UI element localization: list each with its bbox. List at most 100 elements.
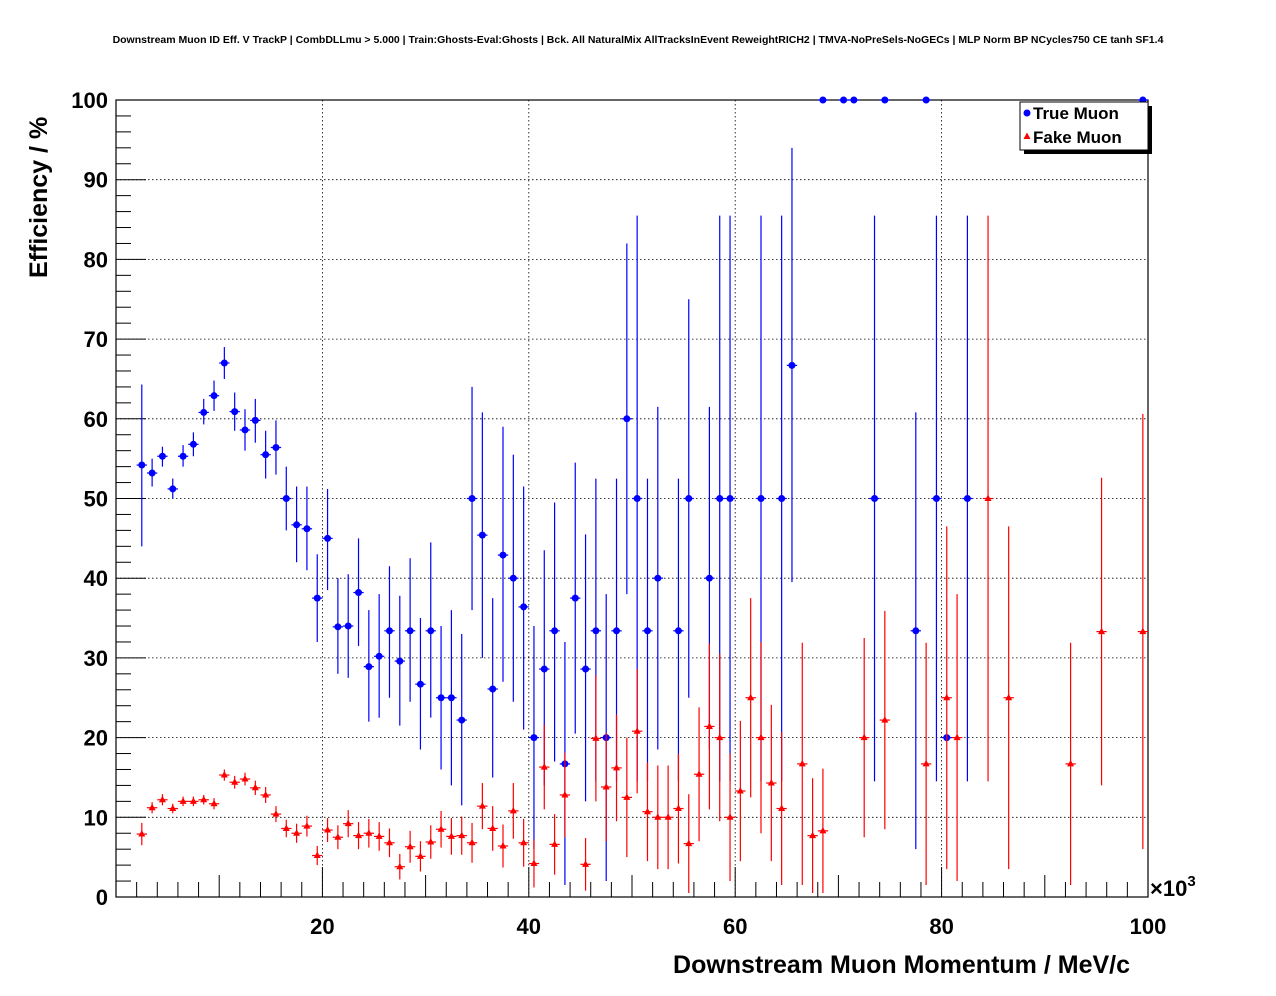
data-point	[334, 833, 342, 840]
legend-true-muon-label: True Muon	[1033, 104, 1119, 123]
data-point	[726, 495, 734, 502]
x-multiplier-label: ×103	[1150, 873, 1196, 901]
data-point	[468, 495, 476, 502]
data-point	[447, 694, 455, 702]
data-point	[1067, 759, 1075, 767]
data-point	[169, 485, 177, 493]
data-point	[406, 842, 414, 850]
x-tick-label: 100	[1130, 914, 1167, 939]
x-multiplier-base: ×10	[1150, 876, 1187, 901]
data-point	[303, 822, 311, 829]
data-point	[540, 763, 548, 770]
y-tick-label: 20	[84, 726, 108, 751]
data-point	[551, 840, 559, 847]
data-point	[324, 826, 332, 833]
data-point	[251, 416, 259, 424]
data-point	[158, 795, 166, 803]
data-point	[282, 495, 290, 502]
data-point	[633, 727, 641, 734]
data-point	[809, 831, 817, 839]
data-point	[478, 531, 486, 539]
data-point	[871, 495, 879, 502]
data-point	[138, 830, 146, 837]
data-point	[674, 627, 682, 635]
data-point	[922, 759, 930, 767]
data-point	[478, 802, 486, 809]
x-tick-label: 20	[310, 914, 334, 939]
data-point	[943, 693, 951, 701]
data-point	[705, 722, 713, 729]
data-point	[643, 807, 651, 815]
data-point	[458, 831, 466, 839]
data-point	[520, 838, 528, 846]
x-multiplier-exponent: 3	[1187, 873, 1195, 890]
legend-fake-muon-label: Fake Muon	[1033, 128, 1122, 147]
y-tick-label: 60	[84, 407, 108, 432]
data-point	[1098, 627, 1106, 635]
data-point	[850, 96, 858, 104]
data-point	[344, 819, 352, 827]
data-point	[778, 804, 786, 812]
data-point	[189, 440, 197, 448]
data-point	[396, 862, 404, 870]
data-point	[200, 795, 208, 803]
data-point	[509, 806, 517, 814]
data-point	[602, 783, 610, 790]
data-point	[355, 589, 363, 597]
y-tick-label: 70	[84, 327, 108, 352]
data-point	[757, 733, 765, 741]
data-point	[272, 810, 280, 817]
data-point	[654, 813, 662, 820]
data-point	[282, 824, 290, 831]
data-point	[767, 779, 775, 786]
data-point	[303, 525, 311, 533]
data-point	[458, 716, 466, 724]
data-point	[200, 408, 208, 416]
data-point	[241, 775, 249, 782]
data-point	[932, 495, 940, 502]
y-tick-label: 0	[96, 885, 108, 910]
data-point	[685, 839, 693, 847]
y-tick-label: 80	[84, 247, 108, 272]
data-point	[551, 627, 559, 635]
data-point	[499, 551, 507, 559]
data-point	[427, 627, 435, 635]
data-point	[819, 826, 827, 834]
data-point	[385, 838, 393, 846]
data-point	[313, 851, 321, 859]
data-point	[736, 786, 744, 794]
data-point	[613, 763, 621, 771]
data-point	[251, 783, 259, 791]
x-axis-title: Downstream Muon Momentum / MeV/c	[673, 951, 1130, 979]
data-point	[416, 680, 424, 688]
chart-title: Downstream Muon ID Eff. V TrackP | CombD…	[113, 34, 1164, 46]
data-point	[798, 759, 806, 767]
data-point	[220, 771, 228, 778]
data-point	[963, 495, 971, 502]
data-point	[179, 797, 187, 804]
data-point	[623, 415, 631, 423]
legend: True Muon Fake Muon	[1019, 101, 1152, 154]
data-point	[427, 838, 435, 845]
data-point	[293, 829, 301, 836]
data-point	[540, 665, 548, 673]
data-point	[437, 694, 445, 702]
legend-box	[1019, 101, 1149, 151]
data-point	[633, 495, 641, 502]
data-series	[136, 96, 1148, 894]
y-axis-title: Efficiency / %	[25, 117, 53, 278]
data-point	[375, 832, 383, 839]
data-point	[674, 804, 682, 812]
data-point	[313, 594, 321, 602]
tick-labels: 0 10 20 30 40 50 60 70 80 90 100 20 40 60 80 100	[71, 88, 1166, 939]
data-point	[726, 813, 734, 820]
data-point	[365, 663, 373, 671]
y-tick-label: 90	[84, 168, 108, 193]
data-point	[530, 859, 538, 867]
data-point	[592, 627, 600, 635]
axis-ticks	[116, 99, 1149, 898]
data-point	[169, 804, 177, 812]
data-point	[324, 534, 332, 542]
data-point	[189, 797, 197, 804]
x-tick-label: 40	[517, 914, 541, 939]
